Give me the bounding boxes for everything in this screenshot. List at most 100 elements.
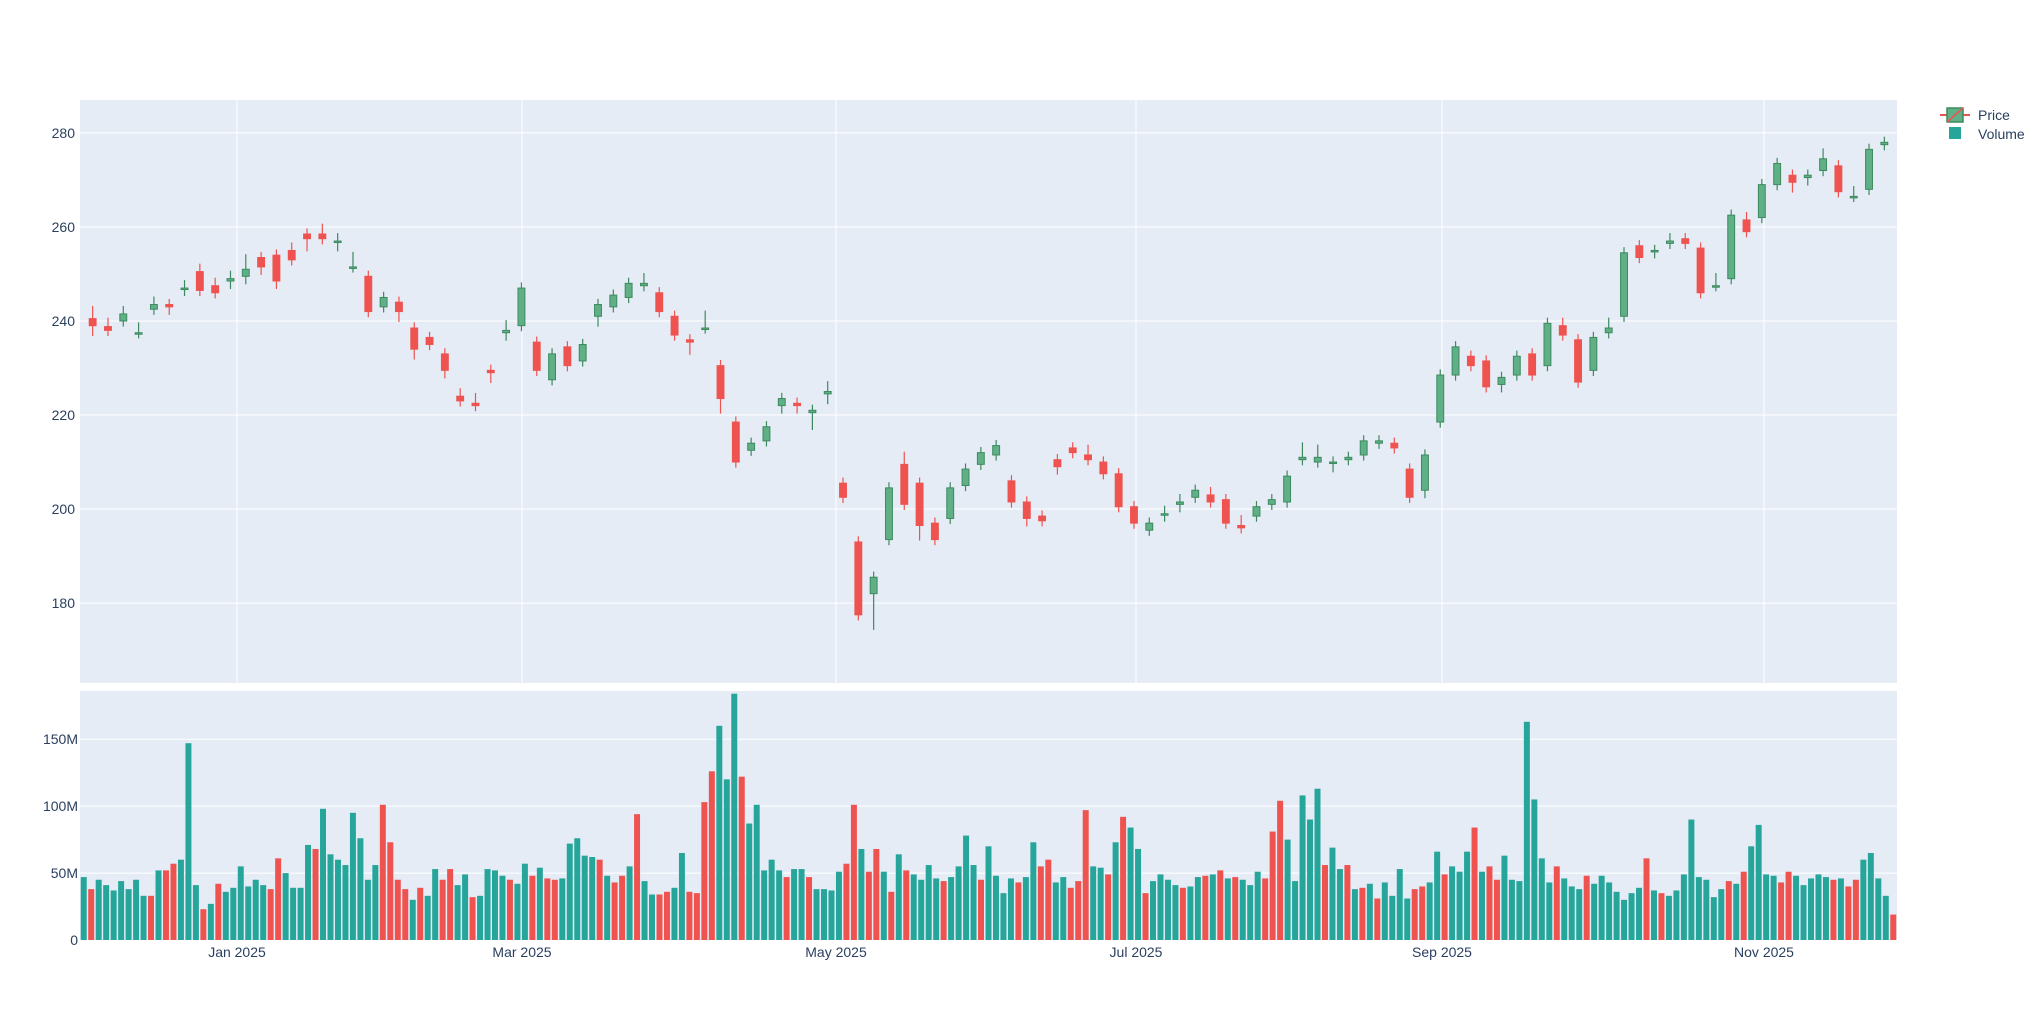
volume-bar (1837, 878, 1844, 940)
candle-body (1788, 174, 1797, 183)
volume-bar (1090, 866, 1097, 940)
volume-bar (215, 883, 222, 940)
volume-bar (1007, 878, 1014, 940)
legend-item-price[interactable]: Price (1940, 107, 2010, 123)
candle-body (915, 482, 924, 526)
price-candles (88, 136, 1889, 630)
volume-bar (581, 855, 588, 940)
volume-bar (148, 895, 155, 940)
volume-bar (634, 814, 641, 940)
volume-bar (372, 865, 379, 940)
candle-body (1344, 456, 1353, 461)
volume-bar (574, 838, 581, 940)
candle-body (1650, 249, 1659, 253)
candle-body (165, 304, 174, 308)
legend-item-volume[interactable]: Volume (1949, 126, 2025, 142)
volume-bar (327, 854, 334, 940)
volume-bar (551, 879, 558, 940)
volume-bar (222, 891, 229, 940)
candle-body (440, 353, 449, 371)
candle-body (1589, 336, 1598, 371)
candle-body (639, 282, 648, 287)
volume-bar (484, 869, 491, 940)
volume-bar (1882, 895, 1889, 940)
candle-body (854, 541, 863, 616)
volume-panel: 0 50M 100M 150M (43, 691, 1897, 948)
volume-bar (604, 875, 611, 940)
volume-bar (1164, 879, 1171, 940)
volume-bar (828, 890, 835, 940)
candle-body (471, 402, 480, 407)
candle-body (1803, 174, 1812, 179)
candle-body (992, 445, 1001, 456)
volume-bar (162, 870, 169, 940)
volume-bar (559, 878, 566, 940)
candle-body (1175, 501, 1184, 505)
volume-bar (1389, 895, 1396, 940)
square-icon (1949, 127, 1961, 139)
volume-bar (970, 865, 977, 940)
candle-body (1130, 506, 1138, 524)
candle-body (1283, 475, 1292, 503)
volume-bar (776, 870, 783, 940)
volume-bars (80, 693, 1897, 940)
volume-bar (155, 870, 162, 940)
candle-body (1497, 376, 1506, 385)
volume-bar (1598, 875, 1605, 940)
volume-bar (1493, 879, 1500, 940)
volume-bar (783, 877, 790, 940)
volume-bar (1366, 883, 1373, 940)
candle-body (1420, 454, 1429, 491)
volume-bar (1501, 855, 1508, 940)
volume-bar (1411, 889, 1418, 940)
volume-bar (589, 857, 596, 940)
volume-bar (992, 875, 999, 940)
volume-bar (1194, 877, 1201, 940)
volume-bar (693, 893, 700, 940)
volume-bar (402, 889, 409, 940)
volume-bar (1426, 882, 1433, 940)
candle-body (226, 278, 235, 282)
volume-bar (320, 808, 327, 940)
volume-bar (1680, 874, 1687, 940)
candle-body (272, 254, 281, 282)
volume-bar (1209, 874, 1216, 940)
volume-bar (1822, 877, 1829, 940)
volume-bar (297, 887, 304, 940)
volume-bar (1105, 874, 1112, 940)
candle-body (257, 257, 266, 268)
volume-bar (1112, 842, 1119, 940)
candle-body (195, 271, 204, 291)
volume-bar (649, 894, 656, 940)
candle-body (578, 343, 587, 362)
volume-bar (1643, 858, 1650, 940)
volume-bar (761, 870, 768, 940)
candle-body (1666, 240, 1674, 244)
candle-body (777, 398, 786, 407)
price-tick-label: 220 (52, 407, 76, 423)
volume-bar (1351, 889, 1358, 940)
volume-bar (1247, 885, 1254, 940)
volume-bar (1875, 878, 1882, 940)
candle-body (1604, 327, 1613, 334)
candle-body (1053, 459, 1062, 468)
volume-bar (529, 875, 536, 940)
volume-bar (118, 881, 125, 940)
volume-bar (1217, 870, 1224, 940)
volume-bar (1022, 877, 1029, 940)
candle-body (287, 249, 296, 261)
volume-bar (1740, 871, 1747, 940)
candle-body (502, 329, 511, 334)
volume-bar (880, 871, 887, 940)
legend[interactable]: Price Volume (1940, 107, 2025, 142)
candle-body (1007, 480, 1016, 503)
candle-body (1068, 447, 1077, 454)
candle-body (1681, 238, 1690, 244)
volume-tick-label: 100M (43, 798, 78, 814)
candle-body (1819, 158, 1828, 172)
candle-body (1099, 461, 1108, 475)
volume-bar (1845, 886, 1852, 940)
volume-bar (1030, 842, 1037, 940)
volume-bar (192, 885, 199, 940)
candle-body (1237, 524, 1246, 529)
